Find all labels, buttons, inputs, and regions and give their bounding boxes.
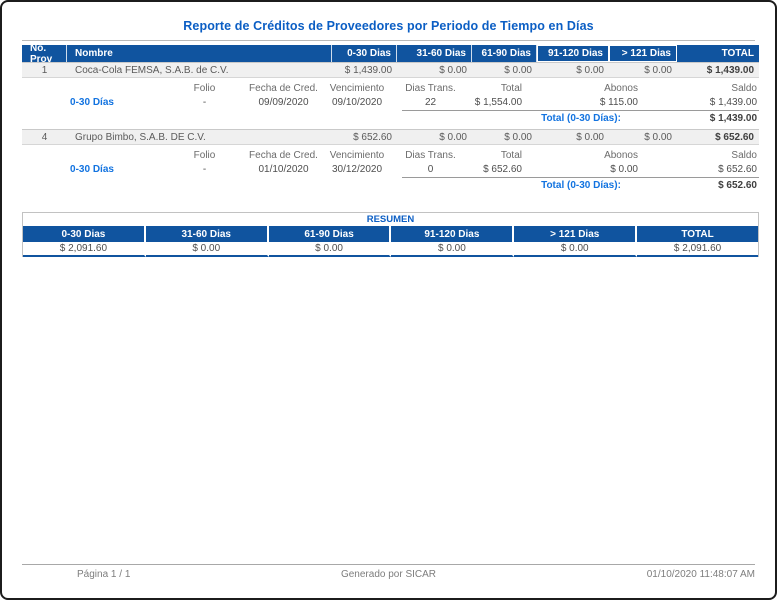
period-link-0-30[interactable]: 0-30 Días (70, 164, 114, 175)
detail-vencimiento: 30/12/2020 (331, 164, 383, 175)
period-total-label: Total (0-30 Días): (541, 180, 621, 191)
footer-datetime: 01/10/2020 11:48:07 AM (646, 569, 755, 580)
provider-91-120: $ 0.00 (576, 64, 604, 76)
summary-value-0-30: $ 2,091.60 (23, 242, 146, 257)
detail-header-abonos: Abonos (604, 149, 638, 161)
summary-value-31-60: $ 0.00 (145, 242, 269, 257)
detail-data-row: 0-30 Días - 09/09/2020 09/10/2020 22 $ 1… (22, 95, 759, 110)
provider-number: 1 (41, 64, 48, 76)
col-header-91-120: 91-120 Dias (537, 45, 609, 62)
footer-generated-by: Generado por SICAR (340, 569, 437, 580)
period-total-row: Total (0-30 Días): $ 652.60 (22, 177, 759, 193)
provider-0-30: $ 652.60 (353, 131, 392, 143)
provider-121: $ 0.00 (644, 131, 672, 143)
period-total-label: Total (0-30 Días): (541, 113, 621, 124)
detail-header-dias-trans: Dias Trans. (405, 149, 456, 161)
summary-header-91-120: 91-120 Dias (391, 226, 515, 242)
provider-total: $ 652.60 (715, 131, 754, 143)
period-total-value: $ 1,439.00 (709, 113, 757, 124)
col-header-nombre: Nombre (67, 45, 332, 62)
detail-header-folio: Folio (193, 149, 216, 161)
detail-header-spacer (22, 148, 162, 162)
detail-folio: - (202, 97, 207, 108)
detail-header-vencimiento: Vencimiento (329, 149, 385, 161)
detail-fecha-cred: 01/10/2020 (258, 164, 309, 175)
col-header-61-90: 61-90 Dias (472, 45, 537, 62)
period-total-row: Total (0-30 Días): $ 1,439.00 (22, 110, 759, 126)
page-title: Reporte de Créditos de Proveedores por P… (183, 19, 594, 33)
period-link-0-30[interactable]: 0-30 Días (70, 97, 114, 108)
detail-vencimiento: 09/10/2020 (331, 97, 383, 108)
summary-value-121: $ 0.00 (514, 242, 638, 257)
report-footer: Página 1 / 1 Generado por SICAR 01/10/20… (22, 564, 755, 580)
col-header-121: > 121 Dias (609, 45, 677, 62)
detail-header-fecha-cred: Fecha de Cred. (249, 149, 318, 161)
summary-value-total: $ 2,091.60 (637, 242, 758, 257)
detail-folio: - (202, 164, 207, 175)
summary-title: RESUMEN (23, 213, 758, 226)
summary-header-61-90: 61-90 Dias (269, 226, 392, 242)
detail-total: $ 652.60 (483, 164, 522, 175)
summary-header-total: TOTAL (681, 228, 714, 240)
detail-header-saldo: Saldo (731, 149, 757, 161)
provider-total: $ 1,439.00 (706, 64, 754, 76)
provider-row: 4 Grupo Bimbo, S.A.B. DE C.V. $ 652.60 $… (22, 129, 759, 145)
col-header-31-60: 31-60 Dias (397, 45, 472, 62)
detail-abonos: $ 0.00 (610, 164, 638, 175)
provider-121: $ 0.00 (644, 64, 672, 76)
summary-value-61-90: $ 0.00 (268, 242, 392, 257)
detail-header-spacer (22, 81, 162, 95)
provider-61-90: $ 0.00 (504, 64, 532, 76)
summary-header-0-30: 0-30 Dias (23, 226, 146, 242)
col-header-total: TOTAL (721, 48, 754, 59)
period-total-spacer (22, 177, 402, 193)
detail-header-total: Total (500, 149, 522, 161)
provider-block: 4 Grupo Bimbo, S.A.B. DE C.V. $ 652.60 $… (22, 129, 759, 193)
col-header-0-30: 0-30 Dias (332, 45, 397, 62)
provider-name: Coca-Cola FEMSA, S.A.B. de C.V. (75, 64, 229, 76)
detail-header-abonos: Abonos (604, 82, 638, 94)
provider-block: 1 Coca-Cola FEMSA, S.A.B. de C.V. $ 1,43… (22, 62, 759, 126)
detail-saldo: $ 1,439.00 (709, 97, 757, 108)
detail-header-dias-trans: Dias Trans. (405, 82, 456, 94)
detail-data-row: 0-30 Días - 01/10/2020 30/12/2020 0 $ 65… (22, 162, 759, 177)
detail-header-vencimiento: Vencimiento (329, 82, 385, 94)
detail-dias-trans: 0 (427, 164, 434, 175)
detail-dias-trans: 22 (424, 97, 437, 108)
detail-fecha-cred: 09/09/2020 (258, 97, 309, 108)
footer-page-number: Página 1 / 1 (77, 569, 131, 580)
detail-total: $ 1,554.00 (474, 97, 522, 108)
provider-0-30: $ 1,439.00 (344, 64, 392, 76)
col-header-no-prov: No. Prov (22, 43, 67, 65)
period-total-spacer (22, 110, 402, 126)
summary-values-row: $ 2,091.60 $ 0.00 $ 0.00 $ 0.00 $ 0.00 $… (23, 242, 758, 257)
main-table-header: No. Prov Nombre 0-30 Dias 31-60 Dias 61-… (22, 43, 759, 65)
detail-abonos: $ 115.00 (599, 97, 638, 108)
detail-header-row: Folio Fecha de Cred. Vencimiento Dias Tr… (22, 148, 759, 162)
summary-value-91-120: $ 0.00 (391, 242, 515, 257)
summary-header-121: > 121 Dias (514, 226, 638, 242)
detail-saldo: $ 652.60 (718, 164, 757, 175)
detail-header-folio: Folio (193, 82, 216, 94)
provider-91-120: $ 0.00 (576, 131, 604, 143)
provider-61-90: $ 0.00 (504, 131, 532, 143)
provider-row: 1 Coca-Cola FEMSA, S.A.B. de C.V. $ 1,43… (22, 62, 759, 78)
summary-header-31-60: 31-60 Dias (146, 226, 269, 242)
detail-header-row: Folio Fecha de Cred. Vencimiento Dias Tr… (22, 81, 759, 95)
summary-header-row: 0-30 Dias 31-60 Dias 61-90 Dias 91-120 D… (23, 226, 758, 242)
provider-name: Grupo Bimbo, S.A.B. DE C.V. (75, 131, 206, 143)
title-divider (22, 40, 755, 41)
detail-header-fecha-cred: Fecha de Cred. (249, 82, 318, 94)
summary-table: RESUMEN 0-30 Dias 31-60 Dias 61-90 Dias … (22, 212, 759, 257)
period-total-value: $ 652.60 (718, 180, 757, 191)
provider-31-60: $ 0.00 (439, 131, 467, 143)
detail-header-saldo: Saldo (731, 82, 757, 94)
detail-header-total: Total (500, 82, 522, 94)
provider-number: 4 (41, 131, 48, 143)
provider-31-60: $ 0.00 (439, 64, 467, 76)
